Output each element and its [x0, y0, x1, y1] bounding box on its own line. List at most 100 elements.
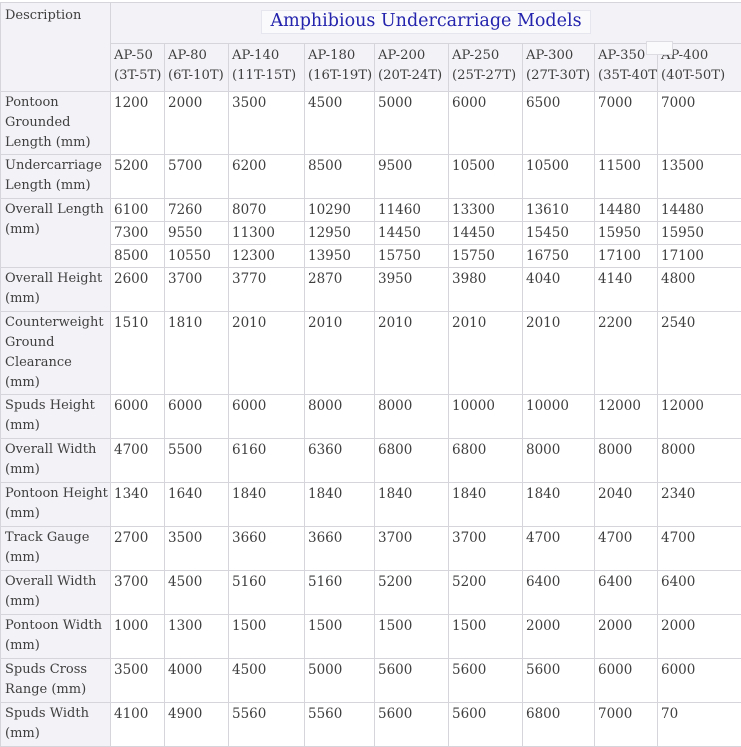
value-cell: 11460	[375, 199, 449, 222]
model-header-3: AP-180(16T-19T)	[305, 44, 375, 92]
value-cell: 2010	[229, 312, 305, 395]
value-cell: 8000	[375, 395, 449, 439]
title-row: Description Amphibious Undercarriage Mod…	[1, 3, 741, 44]
value-cell: 5600	[449, 703, 523, 747]
value-cell: 4500	[305, 92, 375, 155]
value-cell: 2340	[658, 483, 741, 527]
value-cell: 7260	[165, 199, 229, 222]
value-cell: 6360	[305, 439, 375, 483]
border-artifact-box	[646, 41, 673, 55]
value-cell: 5600	[375, 659, 449, 703]
value-cell: 1500	[375, 615, 449, 659]
value-cell: 13300	[449, 199, 523, 222]
value-cell: 5200	[449, 571, 523, 615]
value-cell: 3700	[165, 268, 229, 312]
model-name: AP-300	[526, 46, 592, 66]
value-cell: 16750	[523, 245, 595, 268]
row-label: Overall Length (mm)	[1, 199, 111, 268]
value-cell: 1840	[305, 483, 375, 527]
value-cell: 15750	[449, 245, 523, 268]
value-cell: 9550	[165, 222, 229, 245]
value-cell: 6400	[523, 571, 595, 615]
model-capacity-range: (40T-50T)	[661, 66, 739, 86]
model-name: AP-50	[114, 46, 162, 66]
row-label: Spuds Width (mm)	[1, 703, 111, 747]
value-cell: 14450	[375, 222, 449, 245]
value-cell: 2870	[305, 268, 375, 312]
value-cell: 2000	[658, 615, 741, 659]
value-cell: 2700	[111, 527, 165, 571]
row-label: Undercarriage Length (mm)	[1, 155, 111, 199]
value-cell: 2600	[111, 268, 165, 312]
value-cell: 1510	[111, 312, 165, 395]
value-cell: 7000	[658, 92, 741, 155]
value-cell: 1300	[165, 615, 229, 659]
value-cell: 7300	[111, 222, 165, 245]
value-cell: 13610	[523, 199, 595, 222]
row-label: Spuds Cross Range (mm)	[1, 659, 111, 703]
value-cell: 3500	[111, 659, 165, 703]
model-capacity-range: (35T-40T)	[598, 66, 655, 86]
value-cell: 6400	[658, 571, 741, 615]
value-cell: 6100	[111, 199, 165, 222]
value-cell: 5700	[165, 155, 229, 199]
model-header-row: AP-50(3T-5T)AP-80(6T-10T)AP-140(11T-15T)…	[1, 44, 741, 92]
row-label: Pontoon Height (mm)	[1, 483, 111, 527]
value-cell: 5500	[165, 439, 229, 483]
value-cell: 2010	[375, 312, 449, 395]
row-label: Overall Height (mm)	[1, 268, 111, 312]
value-cell: 4140	[595, 268, 658, 312]
value-cell: 3660	[229, 527, 305, 571]
value-cell: 1500	[229, 615, 305, 659]
value-cell: 17100	[658, 245, 741, 268]
value-cell: 6000	[229, 395, 305, 439]
value-cell: 10000	[523, 395, 595, 439]
table-title-cell: Amphibious Undercarriage Models	[111, 3, 741, 44]
value-cell: 5000	[305, 659, 375, 703]
value-cell: 8500	[111, 245, 165, 268]
value-cell: 4800	[658, 268, 741, 312]
value-cell: 10000	[449, 395, 523, 439]
value-cell: 2010	[523, 312, 595, 395]
row-label: Overall Width (mm)	[1, 439, 111, 483]
value-cell: 2000	[165, 92, 229, 155]
value-cell: 6800	[523, 703, 595, 747]
value-cell: 14480	[658, 199, 741, 222]
model-capacity-range: (3T-5T)	[114, 66, 162, 86]
value-cell: 11500	[595, 155, 658, 199]
value-cell: 1640	[165, 483, 229, 527]
value-cell: 1340	[111, 483, 165, 527]
value-cell: 8500	[305, 155, 375, 199]
value-cell: 4700	[111, 439, 165, 483]
value-cell: 10290	[305, 199, 375, 222]
value-cell: 5600	[523, 659, 595, 703]
value-cell: 6800	[449, 439, 523, 483]
value-cell: 3700	[375, 527, 449, 571]
model-header-6: AP-300(27T-30T)	[523, 44, 595, 92]
value-cell: 1000	[111, 615, 165, 659]
value-cell: 2540	[658, 312, 741, 395]
model-capacity-range: (11T-15T)	[232, 66, 302, 86]
model-name: AP-80	[168, 46, 226, 66]
model-header-1: AP-80(6T-10T)	[165, 44, 229, 92]
value-cell: 15750	[375, 245, 449, 268]
value-cell: 1810	[165, 312, 229, 395]
value-cell: 2200	[595, 312, 658, 395]
value-cell: 6000	[658, 659, 741, 703]
value-cell: 3660	[305, 527, 375, 571]
value-cell: 4040	[523, 268, 595, 312]
value-cell: 3700	[449, 527, 523, 571]
